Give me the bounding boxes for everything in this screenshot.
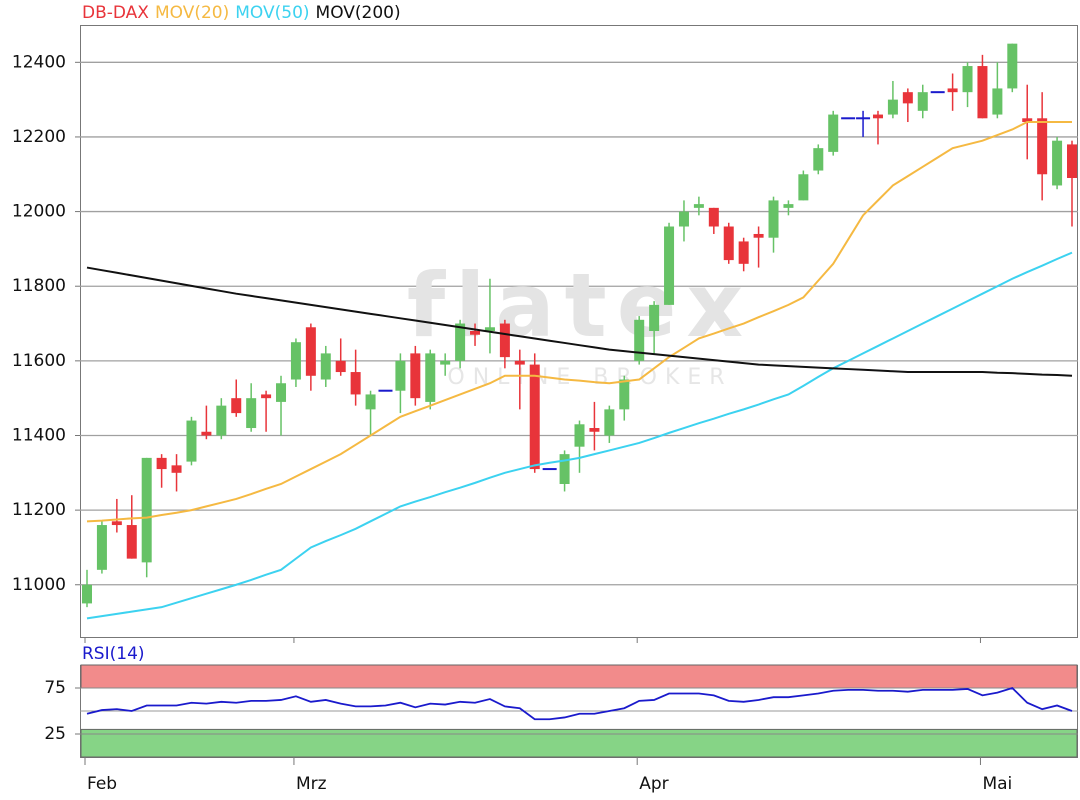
candle-body [664,226,675,305]
candle-body [813,148,824,171]
candle-body [678,211,689,227]
candle-body [649,304,660,331]
price-plot-frame [80,25,1078,638]
candle-body [335,360,346,373]
candle-body [962,66,973,93]
legend-entry: MOV(20) [155,3,229,23]
candle-body [589,428,600,432]
candle-body [529,364,540,470]
candle-body [872,114,883,119]
moving-average-line [86,266,1073,377]
candle-body [604,409,615,436]
rsi-line [86,686,1073,721]
candle-body [783,204,794,208]
candle-body [559,454,570,484]
candle-body [246,398,257,429]
candle-body [440,360,451,365]
candle-body [216,405,227,436]
candle-body [634,319,645,361]
candle-body [365,394,376,410]
candle-body [947,88,958,93]
candle-body [126,525,137,559]
rsi-band [80,664,1078,689]
y-tick-label: 11200 [12,500,66,520]
candle-body [902,92,913,104]
candle-body [425,353,436,402]
candle-body [290,342,301,380]
moving-average-line [86,251,1073,620]
candle-body [186,420,197,462]
candle-body [395,360,406,391]
x-tick-label: Feb [87,774,117,794]
candle-body [828,114,839,152]
candle-body [887,99,898,115]
candle-body [768,200,779,238]
candle-body [1022,118,1033,123]
candle-body [1052,140,1063,186]
candle-body [693,204,704,208]
y-tick-label: 12000 [12,202,66,222]
candle-body [305,327,316,376]
candle-body [350,372,361,395]
candle-body [619,379,630,410]
candle-body [484,327,495,331]
candle-body [276,383,287,402]
candle-body [455,323,466,361]
candle-body [514,360,525,365]
moving-average-line [86,121,1072,523]
y-tick-label: 11800 [12,276,66,296]
candle-body [171,465,182,473]
candle-body [1037,118,1048,175]
candle-body [231,398,242,414]
y-tick-label: 11600 [12,351,66,371]
candle-body [841,117,856,120]
candle-body [141,457,152,563]
candle-body [1067,144,1077,178]
candle-body [156,457,167,470]
x-tick-label: Apr [639,774,668,794]
candle-body [96,525,107,570]
candle-body [798,174,809,201]
rsi-title: RSI(14) [82,644,145,664]
candle-body [917,92,928,111]
candle-body [82,584,92,604]
candle-body [574,424,585,447]
candle-body [499,323,510,358]
rsi-y-tick-label: 25 [44,724,66,744]
y-tick-label: 11400 [12,425,66,445]
y-tick-label: 11000 [12,575,66,595]
candle-body [320,353,331,380]
candle-body [201,431,212,436]
rsi-y-tick-label: 75 [44,678,66,698]
x-tick-label: Mrz [296,774,327,794]
candle-body [261,394,272,399]
candle-body [992,88,1003,115]
y-tick-label: 12200 [12,127,66,147]
candle-body [723,226,734,261]
candle-body [542,468,557,471]
candle-body [977,66,988,119]
candle-body [708,207,719,227]
candle-body [856,117,871,120]
legend-entry: MOV(50) [235,3,309,23]
candle-body [753,233,764,238]
candle-body [1007,43,1018,89]
candle-body [378,389,393,392]
legend-entry: DB-DAX [82,3,149,23]
candle-body [410,353,421,399]
candle-body [738,241,749,264]
candle-body [111,521,122,526]
x-tick-label: Mai [982,774,1012,794]
y-tick-label: 12400 [12,52,66,72]
candle-body [930,91,945,94]
watermark-subtitle: ONLINE BROKER [447,365,732,390]
candle-body [470,331,481,335]
legend-entry: MOV(200) [316,3,401,23]
